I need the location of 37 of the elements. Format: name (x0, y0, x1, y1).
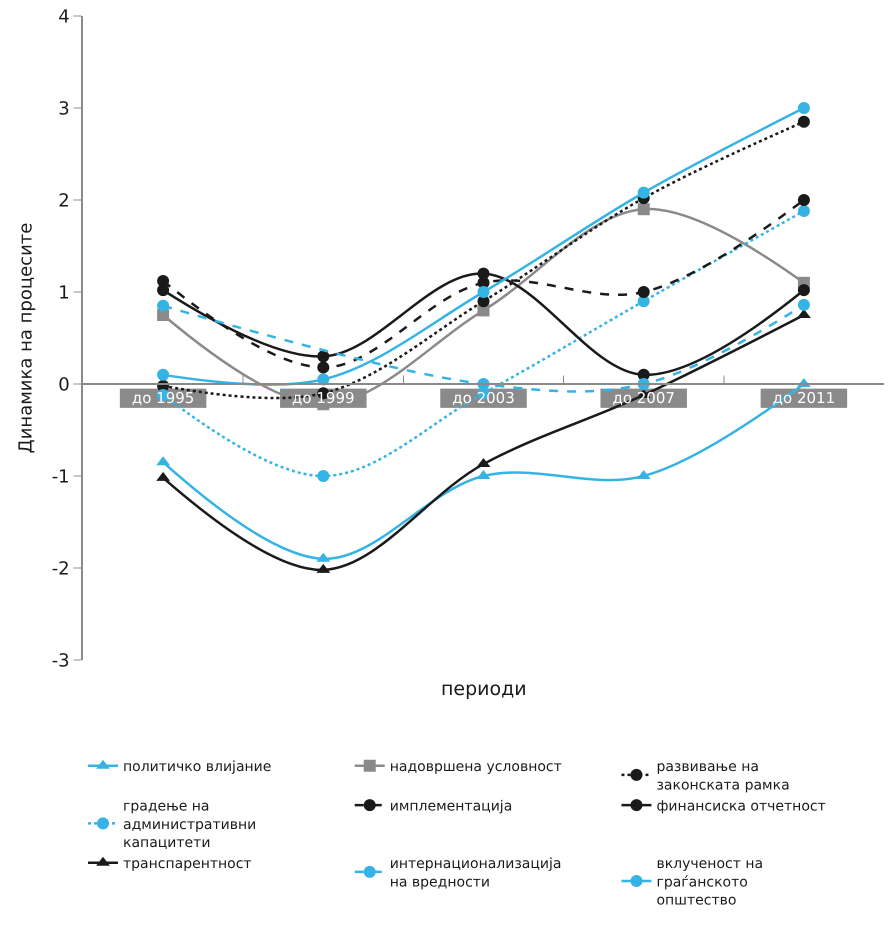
point (317, 361, 330, 374)
y-tick-label: 0 (58, 374, 70, 396)
y-tick-label: -1 (52, 466, 70, 488)
point (317, 470, 330, 482)
legend-label: политичко влијание (123, 759, 272, 776)
point (798, 116, 810, 128)
point (638, 286, 650, 298)
y-tick-label: 4 (58, 6, 70, 28)
point (798, 284, 810, 296)
y-tick-label: 2 (58, 190, 70, 212)
x-tick-label: до 1999 (292, 388, 355, 407)
y-tick-label: 3 (58, 98, 70, 120)
point (638, 186, 650, 199)
y-tick-label: -3 (52, 650, 70, 672)
point (157, 368, 170, 381)
legend-label: финансиска отчетност (656, 798, 826, 815)
legend-label: интернационализација на вредности (390, 856, 562, 890)
point (798, 298, 810, 311)
point (638, 203, 650, 216)
point (478, 286, 490, 298)
x-tick-label: до 2007 (612, 388, 675, 407)
point (798, 205, 810, 218)
point (478, 268, 490, 280)
legend-label: транспарентност (123, 856, 252, 872)
point (317, 350, 330, 362)
legend-label: имплементација (390, 798, 512, 815)
point (157, 284, 170, 296)
point (157, 300, 170, 312)
y-tick-label: 1 (58, 282, 70, 304)
x-axis-title: периоди (441, 678, 527, 700)
y-tick-label: -2 (52, 558, 70, 580)
point (798, 194, 810, 206)
legend-label: вклученост на граѓанското општество (656, 856, 764, 909)
y-axis-title: Динамика на процесите (15, 222, 36, 454)
legend-label: надовршена условност (390, 759, 562, 776)
x-tick-label: до 2003 (452, 388, 515, 407)
point (798, 102, 810, 114)
